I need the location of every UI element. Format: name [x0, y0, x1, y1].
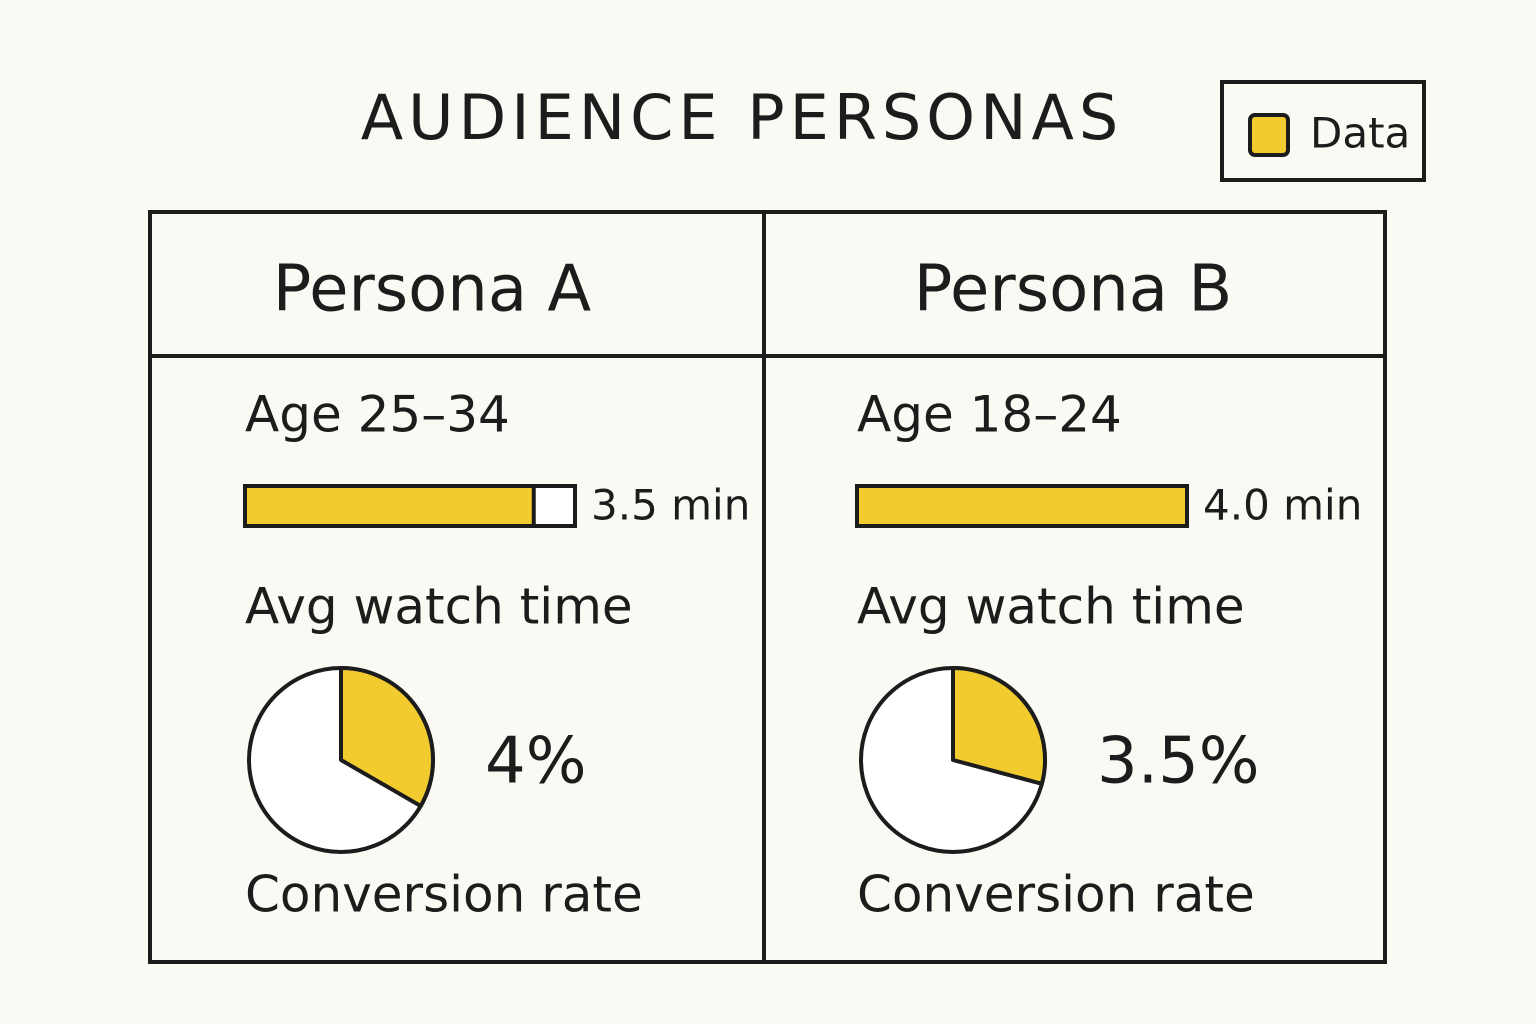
watch-caption: Avg watch time	[857, 578, 1245, 636]
table-frame	[148, 210, 1387, 964]
conversion-caption: Conversion rate	[245, 866, 643, 924]
title: AUDIENCE PERSONAS	[361, 81, 1124, 154]
bar-fill	[243, 484, 536, 528]
legend-label: Data	[1310, 109, 1410, 158]
legend-box	[1220, 80, 1426, 182]
bar-value-label: 4.0 min	[1203, 481, 1362, 530]
persona-name: Persona A	[273, 253, 592, 327]
persona-name: Persona B	[914, 253, 1233, 327]
persona-age: Age 18–24	[857, 386, 1122, 444]
pie-slice	[339, 666, 435, 808]
bar-value-label: 3.5 min	[591, 481, 750, 530]
conversion-caption: Conversion rate	[857, 866, 1255, 924]
bar-fill	[855, 484, 1189, 528]
conversion-value-label: 4%	[485, 725, 587, 799]
legend-swatch	[1248, 113, 1290, 157]
persona-age: Age 25–34	[245, 386, 510, 444]
conversion-value-label: 3.5%	[1097, 725, 1260, 799]
pie-slice	[951, 666, 1047, 786]
watch-caption: Avg watch time	[245, 578, 633, 636]
